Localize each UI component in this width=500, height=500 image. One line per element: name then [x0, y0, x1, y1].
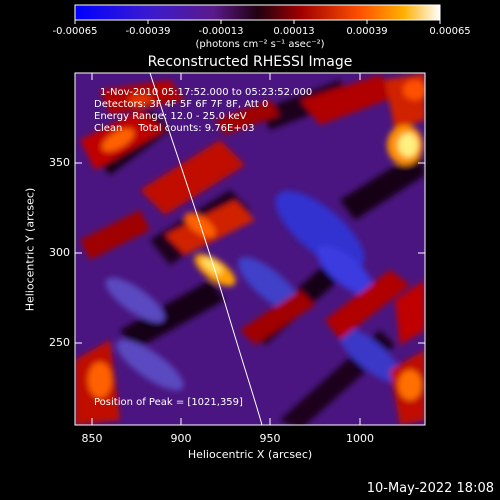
colorbar	[74, 4, 441, 21]
y-axis-ticks	[75, 162, 425, 344]
plot-frame	[74, 72, 426, 426]
annotation-clean-counts: Clean Total counts: 9.76E+03	[94, 123, 255, 134]
colorbar-tick-label-3: 0.00013	[273, 26, 315, 37]
x-axis-title: Heliocentric X (arcsec)	[187, 448, 313, 461]
x-tick-label-1000: 1000	[346, 432, 374, 445]
colorbar-tick-label-5: 0.00065	[429, 26, 471, 37]
colorbar-tick-label-4: 0.00039	[346, 26, 388, 37]
heatmap-image	[75, 73, 425, 425]
colorbar-tick-label-0: -0.00065	[52, 26, 98, 37]
x-axis-ticks	[91, 73, 361, 425]
plot-title: Reconstructed RHESSI Image	[147, 54, 353, 70]
x-tick-label-900: 900	[170, 432, 192, 445]
y-tick-label-250: 250	[49, 336, 70, 349]
annotation-peak-position: Position of Peak = [1021,359]	[94, 397, 243, 408]
x-tick-label-950: 950	[259, 432, 281, 445]
annotation-time-range: 1-Nov-2010 05:17:52.000 to 05:23:52.000	[100, 87, 313, 98]
y-tick-label-350: 350	[49, 156, 70, 169]
colorbar-ticks	[74, 20, 441, 24]
colorbar-tick-label-1: -0.00039	[125, 26, 171, 37]
colorbar-units: (photons cm⁻² s⁻¹ asec⁻²)	[195, 39, 325, 50]
x-tick-label-850: 850	[81, 432, 103, 445]
annotation-detectors: Detectors: 3F 4F 5F 6F 7F 8F, Att 0	[94, 99, 269, 110]
annotation-energy-range: Energy Range: 12.0 - 25.0 keV	[94, 111, 247, 122]
y-axis-title: Heliocentric Y (arcsec)	[23, 187, 37, 312]
y-tick-label-300: 300	[49, 246, 70, 259]
footer-timestamp: 10-May-2022 18:08	[366, 481, 494, 496]
colorbar-tick-label-2: -0.00013	[198, 26, 244, 37]
solar-limb-curve	[149, 72, 263, 426]
